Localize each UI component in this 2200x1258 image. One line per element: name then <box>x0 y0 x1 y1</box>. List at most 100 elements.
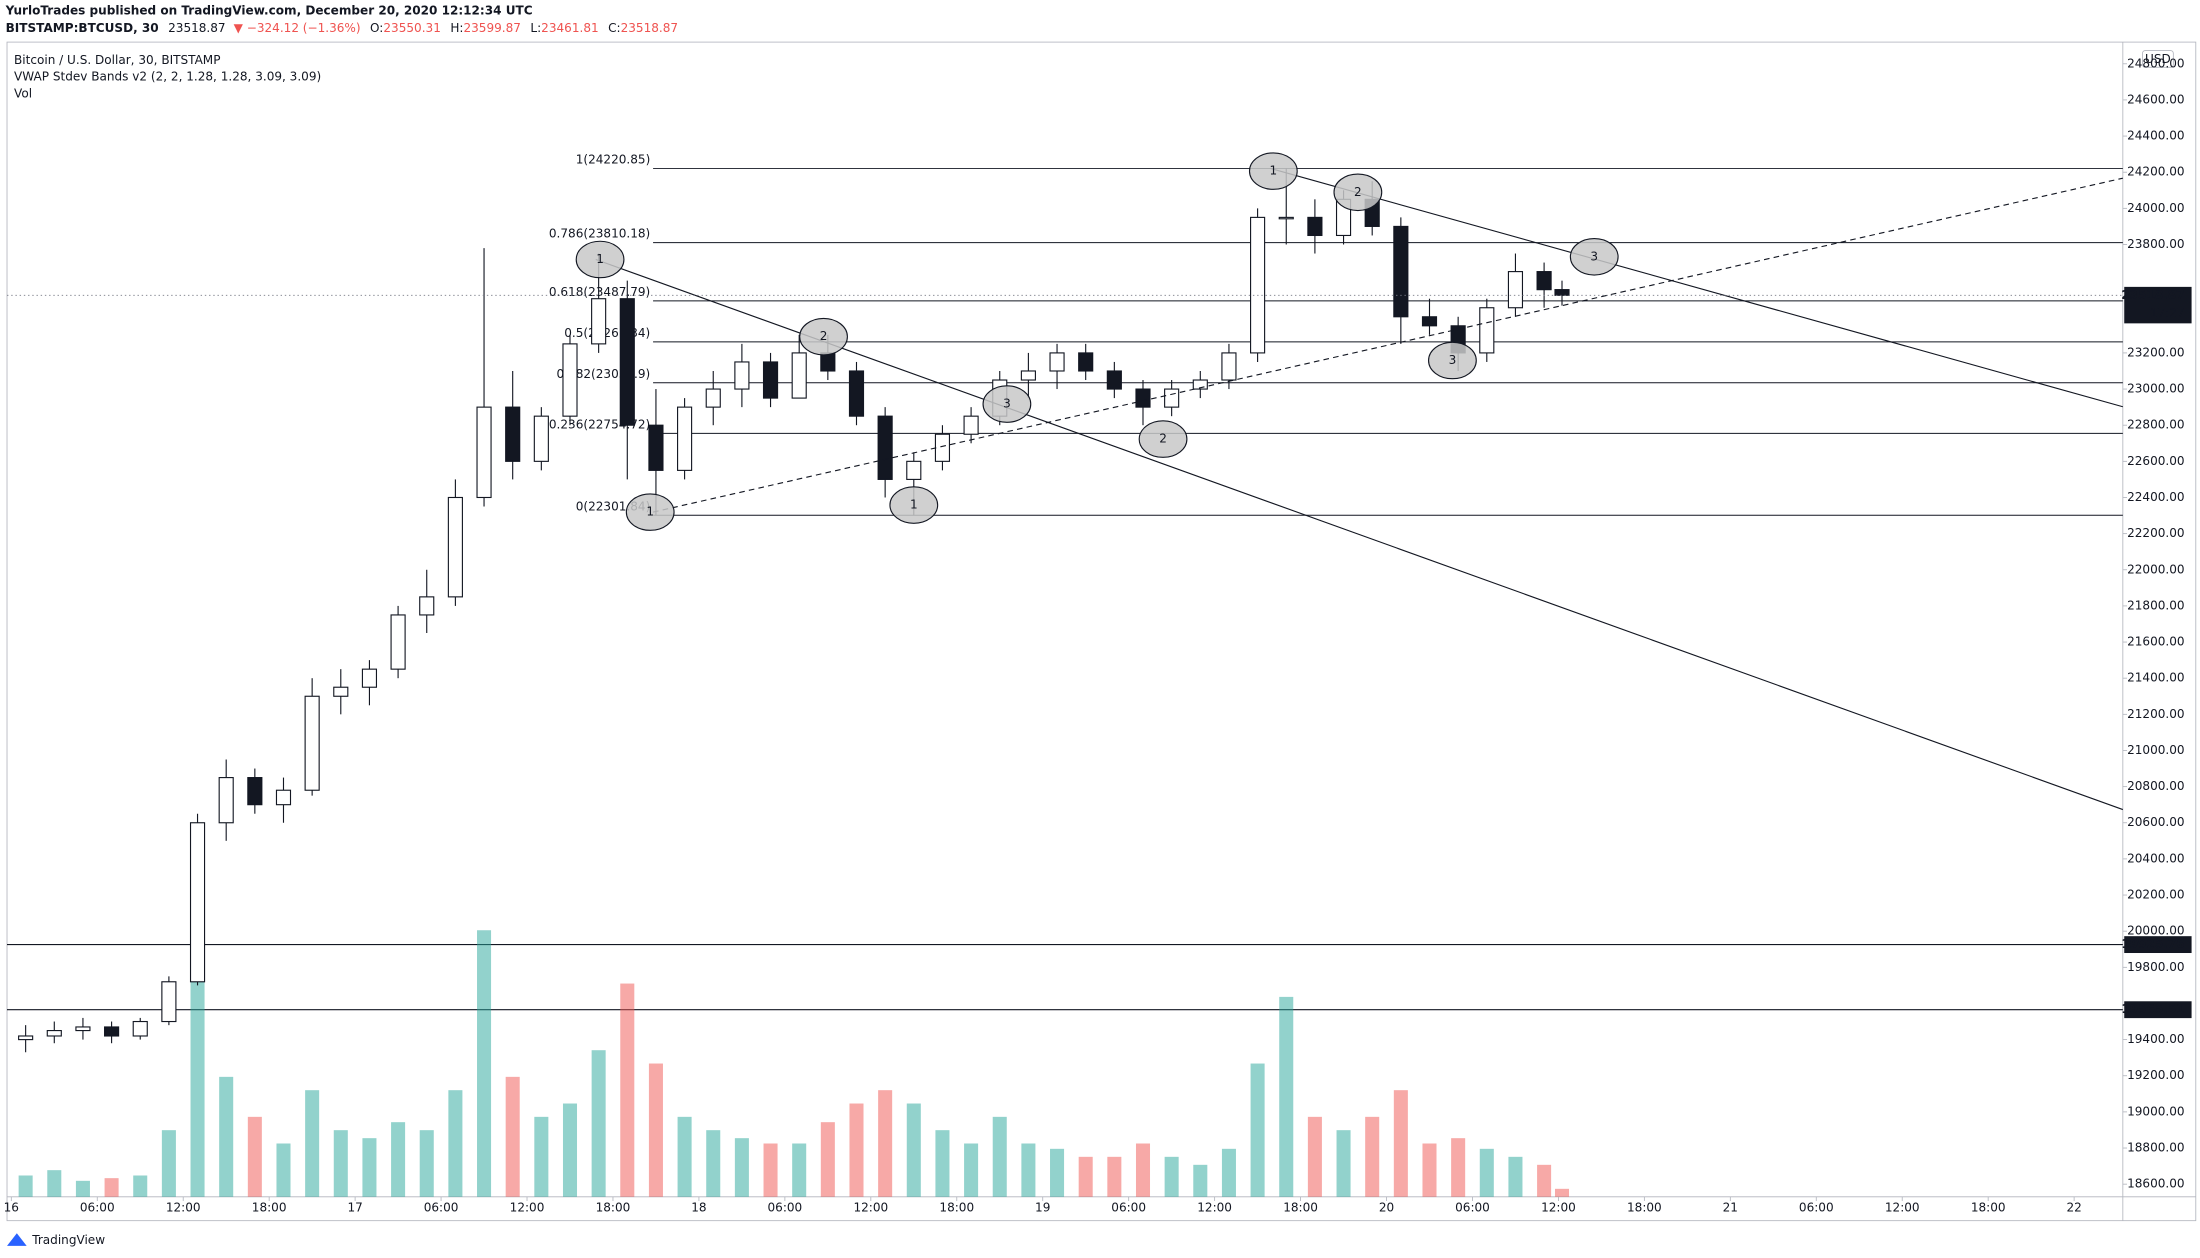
open-value: 23550.31 <box>383 21 440 35</box>
x-tick-label: 18:00 <box>596 1201 631 1215</box>
volume-bar <box>706 1130 721 1197</box>
wave-point-label: 1 <box>910 498 918 512</box>
wave-point <box>1138 420 1188 458</box>
volume-bar <box>391 1122 406 1197</box>
volume-bar <box>219 1076 234 1197</box>
fib-label: 1(24220.85) <box>576 153 651 167</box>
volume-bar <box>964 1143 979 1197</box>
volume-bar <box>305 1090 320 1197</box>
y-tick-label: 19200.00 <box>2127 1068 2184 1082</box>
volume-bar <box>18 1175 33 1197</box>
y-tick-label: 24600.00 <box>2127 92 2184 106</box>
candle-body <box>1421 316 1438 327</box>
x-tick-label: 18 <box>691 1201 706 1215</box>
candle-body <box>419 596 435 616</box>
wave-point-label: 2 <box>1159 432 1167 446</box>
x-tick-label: 22 <box>2066 1201 2081 1215</box>
fib-label: 0.786(23810.18) <box>549 227 650 241</box>
candle-body <box>791 352 807 399</box>
candle-body <box>1135 388 1151 408</box>
candle-body <box>1554 289 1570 296</box>
volume-bar <box>1422 1143 1437 1197</box>
candle-body <box>18 1035 34 1041</box>
candle-body <box>906 460 922 480</box>
volume-bar <box>534 1116 549 1197</box>
volume-bar <box>677 1116 692 1197</box>
change: ▼ −324.12 (−1.36%) <box>234 21 361 35</box>
candle-body <box>648 424 664 471</box>
candle-body <box>1307 216 1323 237</box>
y-tick-label: 20600.00 <box>2127 815 2184 829</box>
volume-bar <box>1279 996 1294 1197</box>
y-tick-label: 23800.00 <box>2127 237 2184 251</box>
x-tick-label: 12:00 <box>853 1201 888 1215</box>
volume-bar <box>1221 1148 1236 1197</box>
y-tick-label: 22600.00 <box>2127 454 2184 468</box>
y-tick-label: 21200.00 <box>2127 707 2184 721</box>
volume-bar <box>1250 1063 1265 1197</box>
ohlc-label: O: <box>370 21 383 35</box>
last-price-tag <box>2124 286 2192 324</box>
y-tick-label: 19400.00 <box>2127 1032 2184 1046</box>
candle-body <box>361 668 378 688</box>
x-tick-label: 06:00 <box>1799 1201 1834 1215</box>
y-tick-label: 18800.00 <box>2127 1141 2184 1155</box>
x-tick-label: 12:00 <box>166 1201 201 1215</box>
candle-body <box>1049 352 1065 372</box>
wave-point-label: 3 <box>1003 397 1011 411</box>
volume-bar <box>648 1063 663 1197</box>
volume-bar <box>448 1090 463 1197</box>
x-tick-label: 06:00 <box>768 1201 803 1215</box>
logo-icon <box>7 1233 27 1246</box>
candle-body <box>1507 271 1524 309</box>
x-tick-label: 17 <box>347 1201 362 1215</box>
candle-body <box>963 415 979 435</box>
author-line: YurloTrades published on TradingView.com… <box>5 4 533 18</box>
candle-body <box>104 1026 120 1037</box>
y-tick-label: 24800.00 <box>2127 56 2184 70</box>
wave-point-label: 3 <box>1449 353 1457 367</box>
volume-bar <box>1365 1116 1380 1197</box>
footer-text: TradingView <box>31 1233 105 1247</box>
wave-point <box>1569 237 1619 276</box>
x-tick-label: 12:00 <box>1197 1201 1232 1215</box>
volume-bar <box>734 1138 749 1197</box>
ohlc-label: H: <box>450 21 463 35</box>
candle-body <box>934 433 951 462</box>
y-tick-label: 21800.00 <box>2127 598 2184 612</box>
currency-box[interactable] <box>2142 50 2174 68</box>
candle-body <box>247 777 263 806</box>
y-tick-label: 24200.00 <box>2127 165 2184 179</box>
candle-body <box>1192 379 1208 390</box>
volume-bar <box>878 1090 893 1197</box>
candle-body <box>619 298 635 426</box>
wave-point <box>575 240 625 279</box>
wave-point <box>1428 341 1477 380</box>
x-tick-label: 18:00 <box>939 1201 974 1215</box>
x-tick-label: 20 <box>1379 1201 1394 1215</box>
candle-body <box>189 822 206 983</box>
candle-body <box>390 614 406 670</box>
y-tick-label: 23000.00 <box>2127 382 2184 396</box>
volume-bar <box>161 1130 176 1197</box>
volume-bar <box>333 1130 348 1197</box>
currency[interactable]: USD <box>2145 52 2171 66</box>
candle-body <box>705 388 721 408</box>
volume-bar <box>1336 1130 1351 1197</box>
volume-bar <box>47 1170 62 1197</box>
x-tick-label: 06:00 <box>424 1201 459 1215</box>
x-tick-label: 18:00 <box>1627 1201 1662 1215</box>
volume-bar <box>1078 1156 1093 1197</box>
volume-bar <box>820 1122 835 1197</box>
x-tick-label: 06:00 <box>1111 1201 1146 1215</box>
y-tick-label: 18600.00 <box>2127 1177 2184 1191</box>
fib-label: 0.236(22754.72) <box>549 417 650 431</box>
volume-bar <box>75 1180 90 1197</box>
trend-line <box>1270 167 2123 408</box>
volume-bar <box>792 1143 807 1197</box>
volume-bar <box>133 1175 148 1197</box>
candle-body <box>877 415 893 480</box>
low-value: 23461.81 <box>541 21 598 35</box>
wave-point <box>1248 152 1298 190</box>
